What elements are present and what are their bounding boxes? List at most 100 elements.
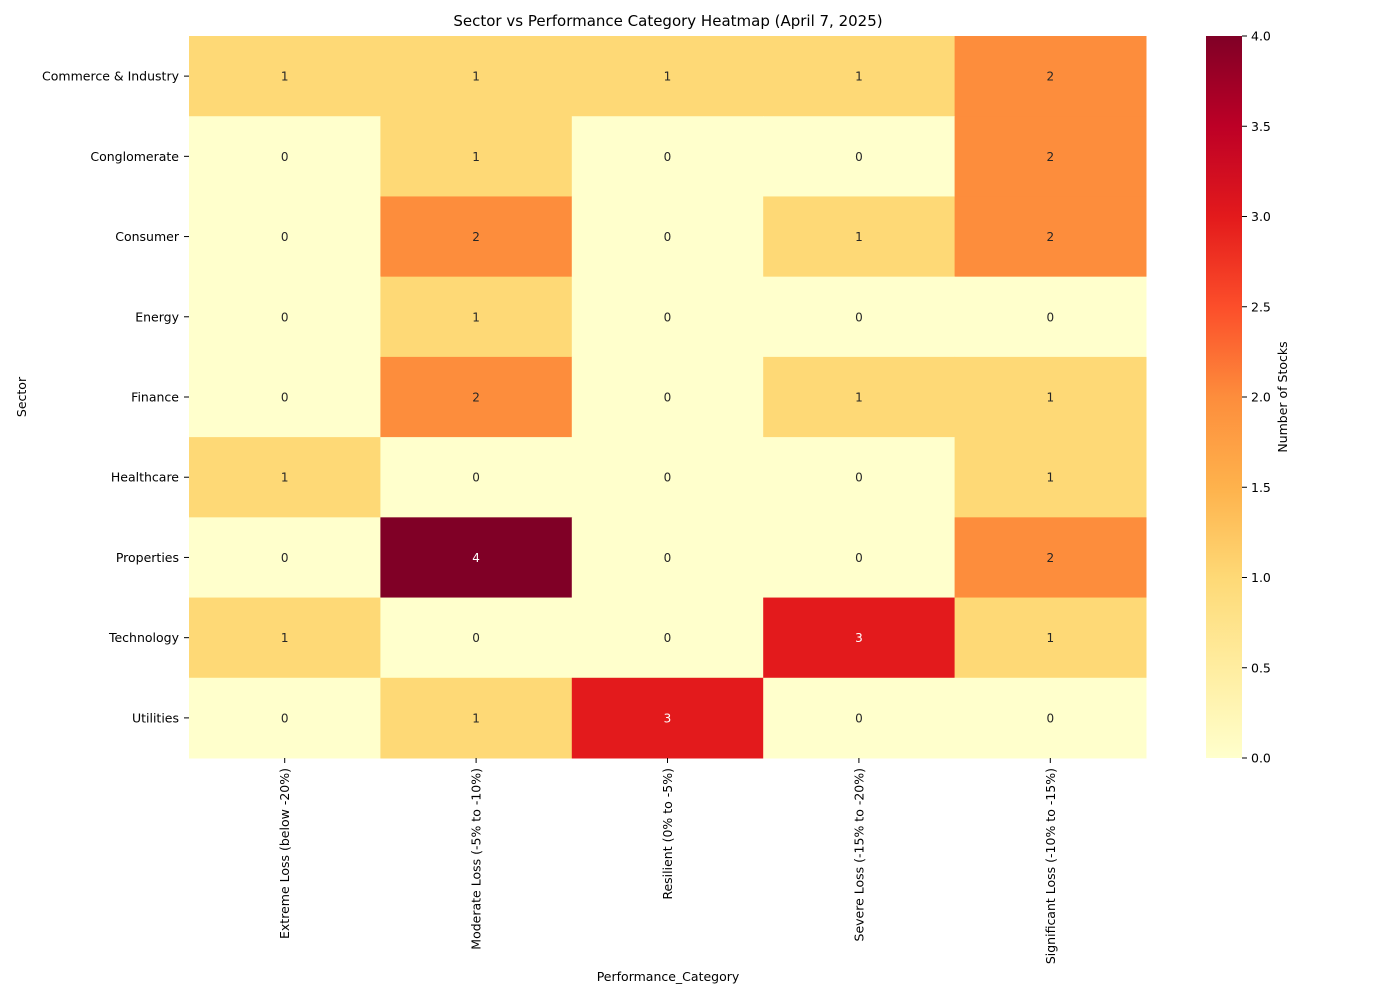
heatmap-cell	[954, 116, 1147, 197]
heatmap-cell	[571, 356, 764, 438]
cell-value-label: 1	[664, 70, 672, 84]
colorbar-tick-label: 2.0	[1251, 390, 1271, 405]
heatmap-cell	[763, 597, 956, 679]
cell-value-label: 2	[1046, 150, 1054, 164]
heatmap-cell	[954, 677, 1147, 759]
colorbar-tick-label: 3.5	[1251, 119, 1271, 134]
cell-value-label: 1	[855, 230, 863, 244]
heatmap-cell	[763, 437, 956, 518]
heatmap-cell	[954, 276, 1147, 358]
column-tick-labels: Extreme Loss (below -20%) Moderate Loss (…	[277, 758, 1058, 964]
cell-value-label: 0	[281, 711, 289, 725]
heatmap-cell	[189, 116, 381, 197]
cell-value-label: 1	[1046, 391, 1054, 405]
cell-value-label: 0	[281, 551, 289, 565]
cell-value-label: 1	[855, 70, 863, 84]
cell-value-label: 0	[281, 391, 289, 405]
heatmap-cell	[380, 437, 573, 518]
heatmap-cell	[189, 196, 381, 278]
cell-value-label: 2	[1046, 230, 1054, 244]
cell-value-label: 0	[281, 310, 289, 324]
heatmap-cell	[763, 517, 956, 599]
row-tick-label: Technology	[108, 630, 180, 645]
row-tick-label: Utilities	[132, 710, 179, 725]
cell-annotations: 1 1 1 1 2 0 1 0 0 2 0 2 0 1 2 0 1 0 0 0 0 2 0 1 1 1 0 0 0 1 0 4 0 0 2 1 0 0 3 1…	[281, 70, 1054, 726]
row-tick-label: Commerce & Industry	[42, 69, 180, 84]
cell-value-label: 1	[1046, 471, 1054, 485]
colorbar-tick-label: 0.0	[1251, 751, 1271, 766]
heatmap-cell	[763, 356, 956, 438]
cell-value-label: 0	[664, 391, 672, 405]
heatmap-cell	[189, 677, 381, 759]
heatmap-cell	[763, 36, 956, 117]
column-tick-label: Significant Loss (-10% to -15%)	[1043, 768, 1058, 964]
colorbar-label: Number of Stocks	[1275, 341, 1290, 452]
heatmap-cell	[189, 437, 381, 518]
heatmap-cell	[189, 597, 381, 679]
row-tick-label: Conglomerate	[90, 149, 179, 164]
cell-value-label: 0	[855, 310, 863, 324]
cell-value-label: 3	[664, 711, 672, 725]
heatmap-cell	[763, 116, 956, 197]
colorbar-tick-label: 2.5	[1251, 299, 1271, 314]
heatmap-cell	[954, 517, 1147, 599]
row-tick-label: Healthcare	[111, 470, 179, 485]
column-tick-label: Extreme Loss (below -20%)	[277, 768, 292, 939]
cell-value-label: 1	[281, 471, 289, 485]
heatmap-cell	[571, 196, 764, 278]
row-tick-label: Finance	[131, 390, 179, 405]
heatmap-cell	[380, 356, 573, 438]
x-axis-label: Performance_Category	[597, 969, 740, 984]
colorbar-tick-label: 4.0	[1251, 29, 1271, 44]
colorbar-tick-label: 1.0	[1251, 570, 1271, 585]
heatmap-cell	[571, 36, 764, 117]
cell-value-label: 1	[855, 391, 863, 405]
cell-value-label: 0	[855, 471, 863, 485]
heatmap-cell	[380, 677, 573, 759]
heatmap-cell	[571, 116, 764, 197]
cell-value-label: 1	[472, 711, 480, 725]
column-tick-label: Severe Loss (-15% to -20%)	[851, 768, 866, 941]
chart-title: Sector vs Performance Category Heatmap (…	[453, 12, 882, 30]
row-tick-label: Properties	[116, 550, 179, 565]
heatmap-cell	[571, 677, 764, 759]
heatmap-cell	[380, 597, 573, 679]
cell-value-label: 0	[664, 471, 672, 485]
cell-value-label: 0	[472, 631, 480, 645]
heatmap-cell	[954, 36, 1147, 117]
cell-value-label: 2	[472, 391, 480, 405]
heatmap-cell	[380, 36, 573, 117]
cell-value-label: 0	[1046, 711, 1054, 725]
heatmap-cell	[380, 196, 573, 278]
cell-value-label: 2	[472, 230, 480, 244]
column-tick-label: Resilient (0% to -5%)	[660, 768, 675, 900]
colorbar-tick-label: 0.5	[1251, 660, 1271, 675]
cell-value-label: 1	[472, 150, 480, 164]
heatmap-cell	[954, 196, 1147, 278]
cell-value-label: 0	[664, 310, 672, 324]
row-tick-label: Energy	[135, 309, 179, 324]
column-tick-label: Moderate Loss (-5% to -10%)	[469, 768, 484, 950]
cell-value-label: 0	[281, 150, 289, 164]
heatmap-cell	[189, 517, 381, 599]
heatmap-cell	[189, 36, 381, 117]
heatmap-cell	[189, 276, 381, 358]
heatmap-cell	[954, 437, 1147, 518]
heatmap-cell	[763, 677, 956, 759]
heatmap-cell	[571, 276, 764, 358]
cell-value-label: 0	[664, 150, 672, 164]
cell-value-label: 0	[855, 711, 863, 725]
cell-value-label: 0	[1046, 310, 1054, 324]
row-tick-labels: Commerce & Industry Conglomerate Consumer E…	[42, 69, 189, 725]
colorbar-tick-label: 1.5	[1251, 480, 1271, 495]
cell-value-label: 1	[1046, 631, 1054, 645]
heatmap-cell	[380, 276, 573, 358]
cell-value-label: 0	[281, 230, 289, 244]
cell-value-label: 1	[472, 310, 480, 324]
heatmap-cell	[189, 356, 381, 438]
cell-value-label: 1	[472, 70, 480, 84]
heatmap-cells	[189, 36, 1147, 759]
heatmap-cell	[763, 276, 956, 358]
cell-value-label: 0	[664, 631, 672, 645]
